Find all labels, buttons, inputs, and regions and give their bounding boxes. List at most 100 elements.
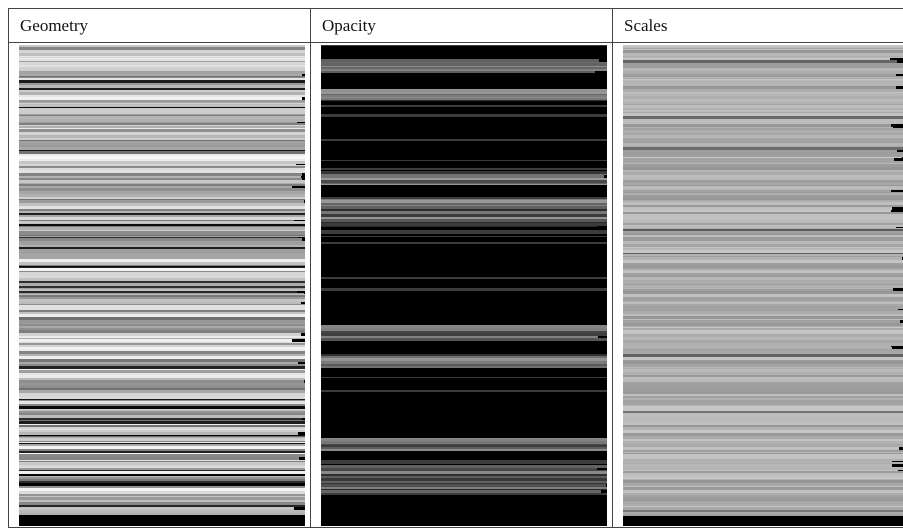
stripe xyxy=(321,162,607,164)
stripe xyxy=(19,56,305,57)
stripe xyxy=(623,200,903,202)
stripe xyxy=(19,281,305,283)
stripe xyxy=(19,107,305,108)
stripe xyxy=(19,216,305,217)
stripe xyxy=(19,314,305,317)
stripe xyxy=(19,468,305,470)
stripe xyxy=(19,288,305,289)
stripe xyxy=(19,176,301,178)
stripe xyxy=(321,199,607,200)
stripe xyxy=(19,474,305,476)
stripe xyxy=(623,256,903,257)
stripe xyxy=(19,505,305,507)
stripe xyxy=(623,396,903,398)
stripe xyxy=(623,56,903,57)
stripe xyxy=(623,237,903,239)
stripe xyxy=(623,284,903,285)
stripe xyxy=(321,368,607,370)
stripe xyxy=(623,119,903,122)
stripe xyxy=(321,192,600,193)
stripe xyxy=(321,342,607,345)
stripe xyxy=(623,223,903,225)
stripe xyxy=(623,177,903,180)
stripe xyxy=(19,183,305,184)
stripe xyxy=(321,145,607,146)
stripe xyxy=(19,494,305,495)
stripe xyxy=(321,382,607,384)
stripe xyxy=(623,361,903,364)
stripe xyxy=(623,127,893,128)
stripe xyxy=(321,130,607,132)
stripe xyxy=(623,265,903,268)
stripe xyxy=(623,423,903,425)
stripe xyxy=(19,289,305,291)
stripe xyxy=(19,454,305,455)
stripe xyxy=(623,45,903,47)
stripe xyxy=(623,233,903,235)
stripe xyxy=(623,214,903,217)
stripe xyxy=(623,306,903,309)
stripe xyxy=(321,156,607,159)
stripe xyxy=(623,76,903,77)
stripe xyxy=(321,185,607,186)
stripe xyxy=(623,473,903,475)
stripe xyxy=(321,328,607,331)
stripe xyxy=(321,354,607,356)
stripe xyxy=(623,514,903,516)
stripe xyxy=(623,192,903,193)
geometry-image xyxy=(19,45,305,526)
stripe xyxy=(321,120,607,121)
stripe xyxy=(19,213,305,215)
stripe xyxy=(321,53,607,54)
stripe xyxy=(321,236,607,237)
stripe xyxy=(19,126,305,128)
stripe xyxy=(623,451,903,452)
stripe xyxy=(321,347,607,348)
stripe xyxy=(321,89,607,90)
stripe xyxy=(19,194,305,197)
stripe xyxy=(321,193,599,194)
stripe xyxy=(19,310,305,312)
stripe xyxy=(19,85,305,88)
stripe xyxy=(321,174,607,175)
stripe xyxy=(623,454,903,456)
stripe xyxy=(321,263,607,266)
stripe xyxy=(19,206,305,209)
stripe xyxy=(19,291,297,293)
stripe xyxy=(19,354,305,356)
stripe xyxy=(321,83,607,85)
stripe xyxy=(19,349,305,351)
stripe xyxy=(321,336,598,338)
stripe xyxy=(321,413,607,414)
stripe xyxy=(19,496,305,497)
stripe xyxy=(321,312,607,315)
stripe xyxy=(19,388,305,390)
stripe xyxy=(321,405,607,406)
stripe xyxy=(623,122,903,124)
stripe xyxy=(623,441,903,444)
stripe xyxy=(623,50,903,53)
stripe xyxy=(19,125,305,126)
stripe xyxy=(19,57,305,58)
stripe xyxy=(623,330,903,332)
stripe xyxy=(623,360,903,361)
stripe xyxy=(321,449,607,451)
stripe xyxy=(623,398,903,400)
stripe xyxy=(623,405,903,406)
stripe xyxy=(19,278,305,281)
stripe xyxy=(321,451,607,453)
stripe xyxy=(623,490,903,493)
stripe xyxy=(321,288,607,291)
stripe xyxy=(321,498,607,501)
stripe xyxy=(321,75,607,77)
stripe xyxy=(623,417,903,420)
stripe xyxy=(623,288,893,289)
stripe xyxy=(623,135,903,138)
stripe xyxy=(321,277,607,279)
stripe xyxy=(321,489,607,490)
stripe xyxy=(321,294,596,297)
stripe xyxy=(623,150,897,152)
stripe xyxy=(19,320,305,323)
stripe xyxy=(19,420,305,421)
stripe xyxy=(19,455,305,457)
